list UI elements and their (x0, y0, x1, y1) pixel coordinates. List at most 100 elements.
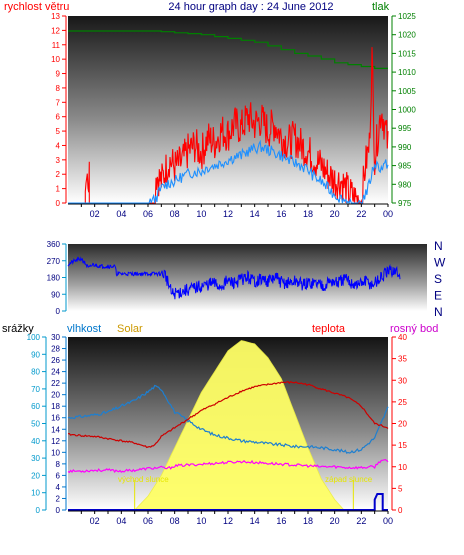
wind-pressure-x-tick-label: 12 (223, 209, 233, 219)
wind-speed-tick-label: 3 (56, 156, 61, 165)
weather-x-tick-label: 16 (276, 516, 286, 526)
rain-tick-label: 60 (31, 402, 40, 411)
compass-label: W (434, 256, 446, 270)
weather-x-tick-label: 14 (250, 516, 260, 526)
wind-speed-tick-label: 6 (56, 113, 61, 122)
humidity-tick-label: 26 (51, 356, 60, 365)
solar-axis-title: Solar (117, 323, 143, 335)
temperature-tick-label: 10 (398, 463, 407, 472)
humidity-line (67, 384, 389, 454)
pressure-tick-label: 985 (398, 162, 412, 171)
rain-tick-label: 100 (27, 333, 41, 342)
compass-label: N (434, 239, 443, 253)
chart-title: 24 hour graph day : 24 June 2012 (168, 1, 333, 13)
compass-label: S (434, 272, 442, 286)
wind-pressure-x-tick-label: 18 (303, 209, 313, 219)
wind-speed-tick-label: 13 (51, 12, 60, 21)
weather-x-tick-label: 02 (90, 516, 100, 526)
rain-line (68, 493, 388, 511)
pressure-tick-label: 990 (398, 143, 412, 152)
pressure-tick-label: 1025 (398, 12, 416, 21)
direction-tick-label: 0 (56, 307, 61, 316)
rain-tick-label: 10 (31, 489, 40, 498)
rain-tick-label: 90 (31, 350, 40, 359)
rain-tick-label: 70 (31, 385, 40, 394)
weather-x-tick-label: 10 (196, 516, 206, 526)
temperature-tick-label: 35 (398, 355, 407, 364)
weather-x-tick-label: 08 (170, 516, 180, 526)
pressure-tick-label: 980 (398, 180, 412, 189)
direction-tick-label: 90 (51, 290, 60, 299)
rain-tick-label: 80 (31, 368, 40, 377)
wind-pressure-x-tick-label: 22 (356, 209, 366, 219)
humidity-tick-label: 6 (56, 471, 61, 480)
wind-pressure-plot-area (68, 16, 388, 203)
wind-pressure-x-tick-label: 02 (90, 209, 100, 219)
solar-area (133, 340, 345, 511)
sunrise-label: východ slunce (118, 475, 169, 484)
humidity-tick-label: 0 (56, 506, 61, 515)
wind-speed-tick-label: 8 (56, 84, 61, 93)
temperature-tick-label: 0 (398, 506, 403, 515)
wind-speed-tick-label: 10 (51, 55, 60, 64)
wind-speed-tick-label: 11 (52, 41, 61, 50)
pressure-tick-label: 995 (398, 124, 412, 133)
humidity-axis-title: vlhkost (67, 323, 101, 335)
wind-direction-line (67, 256, 401, 300)
compass-label: E (434, 289, 442, 303)
wind-pressure-x-tick-label: 08 (170, 209, 180, 219)
wind-pressure-x-tick-label: 06 (143, 209, 153, 219)
pressure-tick-label: 1015 (398, 49, 416, 58)
rain-axis-title: srážky (2, 323, 34, 335)
wind-pressure-x-tick-label: 14 (250, 209, 260, 219)
wind-pressure-x-tick-label: 04 (116, 209, 126, 219)
direction-tick-label: 180 (47, 274, 61, 283)
wind-pressure-x-tick-label: 10 (196, 209, 206, 219)
pressure-axis-title: tlak (372, 1, 390, 13)
humidity-tick-label: 28 (51, 345, 60, 354)
dewpoint-axis-title: rosný bod (390, 323, 438, 335)
wind-pressure-x-tick-label: 16 (276, 209, 286, 219)
wind-pressure-x-tick-label: 20 (330, 209, 340, 219)
pressure-tick-label: 975 (398, 199, 412, 208)
pressure-line (68, 30, 388, 70)
dewpoint-line (67, 458, 389, 474)
pressure-tick-label: 1010 (398, 68, 416, 77)
wind-speed-axis-title: rychlost větru (4, 1, 69, 13)
rain-tick-label: 40 (31, 437, 40, 446)
wind-speed-tick-label: 0 (56, 199, 61, 208)
wind-speed-tick-label: 7 (56, 98, 61, 107)
weather-x-tick-label: 00 (383, 516, 393, 526)
compass-label: N (434, 305, 443, 319)
weather-x-tick-label: 04 (116, 516, 126, 526)
humidity-tick-label: 30 (51, 333, 60, 342)
wind-speed-tick-label: 4 (56, 141, 61, 150)
direction-tick-label: 270 (47, 257, 61, 266)
weather-x-tick-label: 22 (356, 516, 366, 526)
rain-humidity-solar-temp-panel: 0102030405060708090100024681012141618202… (27, 333, 408, 526)
direction-tick-label: 360 (47, 240, 61, 249)
humidity-tick-label: 2 (56, 494, 61, 503)
temperature-axis-title: teplota (312, 323, 346, 335)
pressure-tick-label: 1020 (398, 31, 416, 40)
temperature-tick-label: 15 (398, 441, 407, 450)
humidity-tick-label: 10 (51, 448, 60, 457)
wind-speed-tick-label: 5 (56, 127, 61, 136)
wind-average-line (68, 139, 389, 205)
weather-x-tick-label: 18 (303, 516, 313, 526)
temperature-tick-label: 40 (398, 333, 407, 342)
pressure-tick-label: 1005 (398, 87, 416, 96)
weather-x-tick-label: 12 (223, 516, 233, 526)
temperature-tick-label: 30 (398, 376, 407, 385)
wind-pressure-panel: 0123456789101112139759809859909951000100… (51, 12, 416, 219)
temperature-line (67, 380, 389, 449)
humidity-tick-label: 20 (51, 391, 60, 400)
humidity-tick-label: 18 (51, 402, 60, 411)
weather-x-tick-label: 06 (143, 516, 153, 526)
rain-tick-label: 20 (31, 471, 40, 480)
humidity-tick-label: 22 (51, 379, 60, 388)
humidity-tick-label: 8 (56, 460, 61, 469)
humidity-tick-label: 12 (51, 437, 60, 446)
